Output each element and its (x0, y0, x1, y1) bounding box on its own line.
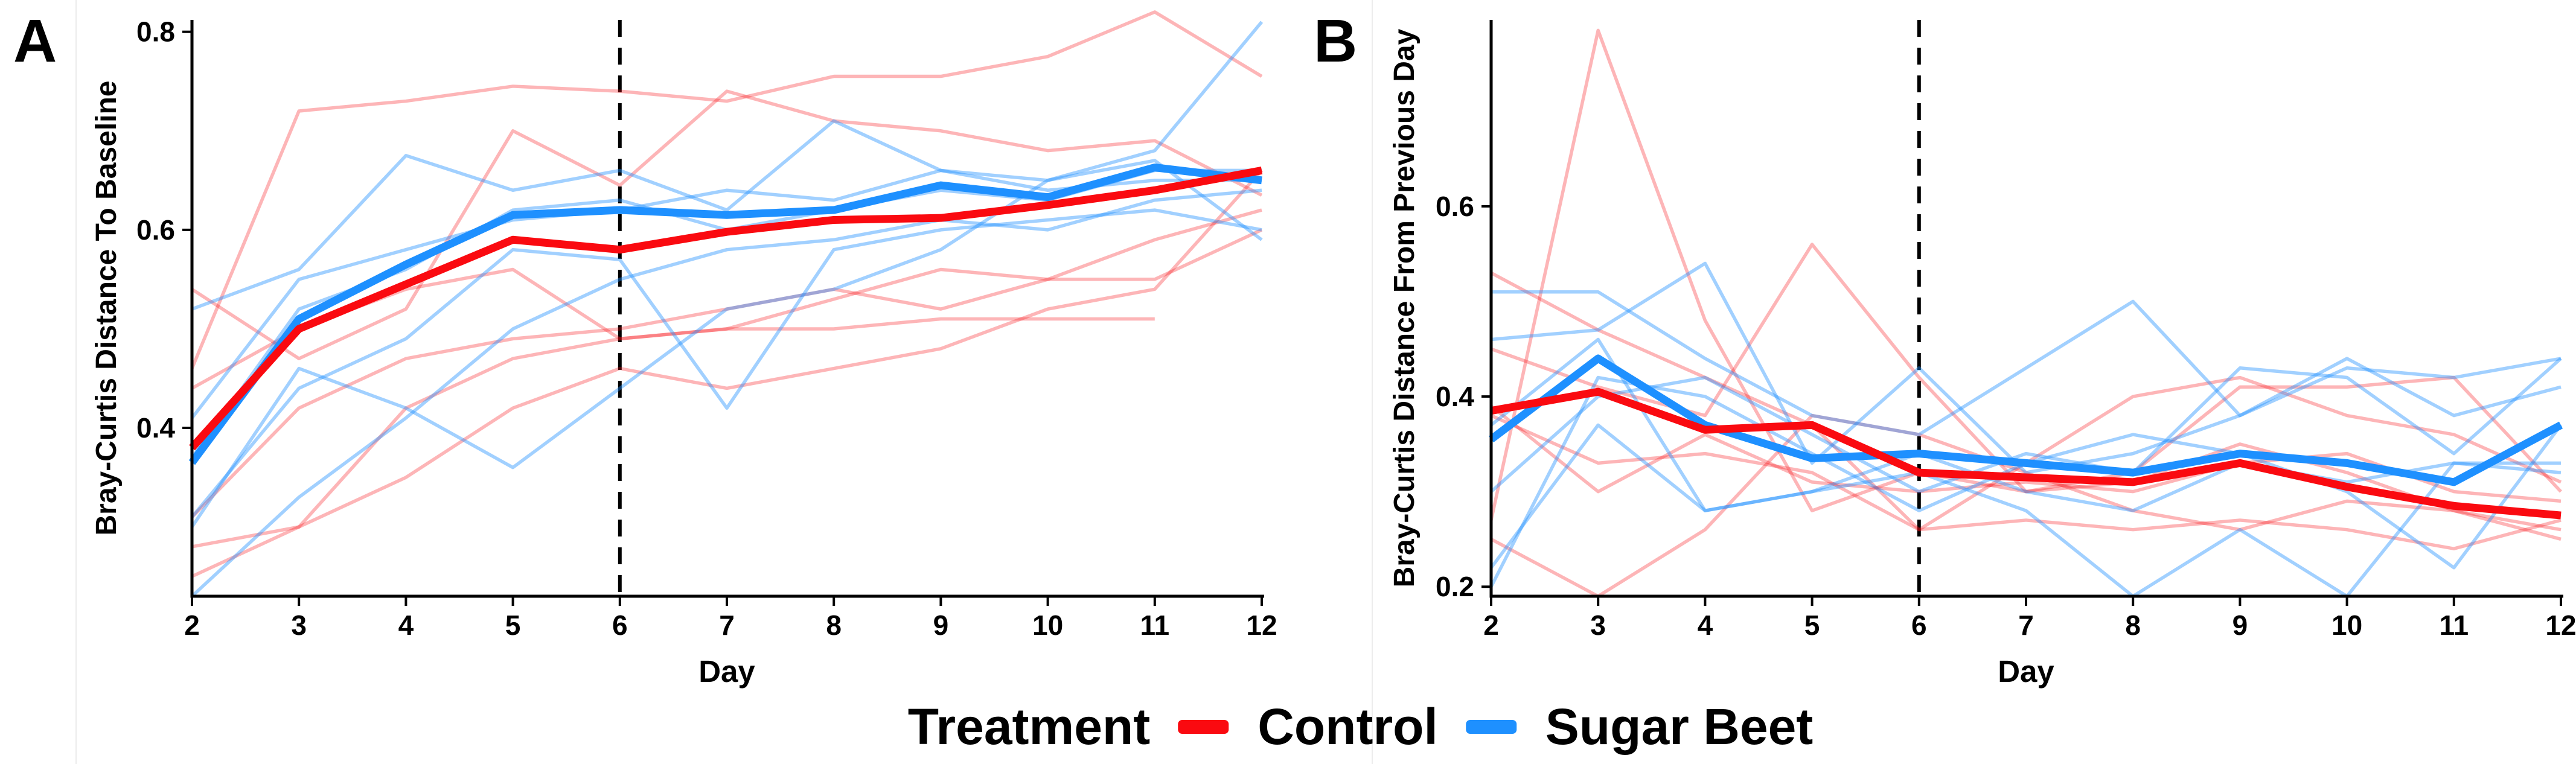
y-tick-label: 0.4 (136, 412, 175, 444)
mean-line-sugar-beet (188, 163, 1262, 465)
individual-line-control (191, 228, 1263, 518)
x-tick-label: 2 (1483, 610, 1499, 641)
panel-b-label: B (1314, 7, 1358, 75)
mean-line-control (189, 167, 1263, 451)
individual-line-sugar-beet (190, 21, 1264, 528)
legend-label-sugar-beet: Sugar Beet (1545, 698, 1814, 755)
x-tick-label: 7 (2018, 610, 2034, 641)
individual-line-sugar-beet (191, 188, 1262, 598)
individual-line-sugar-beet (191, 119, 1263, 311)
x-tick-label: 5 (505, 610, 521, 641)
individual-line-sugar-beet (1491, 261, 2562, 474)
legend-label-control: Control (1258, 698, 1438, 755)
x-axis-title: Day (1998, 654, 2054, 689)
y-axis-title: Bray-Curtis Distance To Baseline (91, 80, 123, 535)
x-tick-label: 8 (2125, 610, 2141, 641)
individual-line-control (1490, 413, 2562, 598)
x-tick-label: 9 (933, 610, 949, 641)
x-tick-label: 3 (291, 610, 307, 641)
x-tick-label: 6 (612, 610, 628, 641)
y-axis-title: Bray-Curtis Distance From Previous Day (1389, 28, 1421, 587)
individual-line-sugar-beet (1489, 423, 2562, 598)
individual-line-sugar-beet (190, 208, 1262, 518)
x-axis-title: Day (698, 654, 755, 689)
x-tick-label: 5 (1804, 610, 1820, 641)
panel-seam-right (1372, 0, 1373, 764)
individual-line-sugar-beet (1490, 357, 2562, 494)
panel-b-plot: 0.2 0.4 0.6 2 3 4 5 6 7 8 9 10 11 12 Day Bray-Curtis Di… (1389, 20, 2576, 689)
individual-line-control (190, 10, 1263, 369)
panel-seam-left (75, 0, 77, 764)
x-tick-label: 4 (1698, 610, 1713, 641)
x-tick-label: 4 (398, 610, 414, 641)
individual-line-control (191, 317, 1155, 549)
mean-line-sugar-beet (1489, 354, 2563, 486)
legend-title: Treatment (907, 698, 1151, 755)
panel-a-plot: 0.4 0.6 0.8 2 3 4 5 6 7 8 9 10 11 12 Day Bray-Curtis Di… (91, 10, 1277, 689)
x-tick-label: 10 (2332, 610, 2362, 641)
x-tick-label: 12 (1246, 610, 1277, 641)
control-color-swatch (1178, 720, 1229, 734)
x-tick-label: 2 (184, 610, 200, 641)
individual-line-sugar-beet (1491, 290, 2562, 436)
mean-line-control (1490, 387, 2562, 520)
sugar-beet-color-swatch (1465, 720, 1517, 734)
individual-line-control (191, 169, 1264, 578)
individual-line-control (1490, 414, 2562, 550)
individual-line-control (191, 89, 1263, 360)
x-tick-label: 11 (2439, 610, 2469, 641)
y-tick-label: 0.8 (136, 16, 175, 48)
x-tick-label: 12 (2545, 610, 2576, 641)
treatment-legend: Treatment Control Sugar Beet (908, 698, 1814, 756)
legend-item-control: Control (1178, 698, 1438, 756)
legend-item-sugar-beet: Sugar Beet (1465, 698, 1814, 756)
x-tick-label: 10 (1032, 610, 1063, 641)
x-tick-label: 7 (719, 610, 735, 641)
y-tick-label: 0.6 (136, 214, 175, 246)
y-tick-label: 0.4 (1436, 381, 1474, 412)
individual-line-control (1489, 28, 2562, 532)
individual-line-sugar-beet (1490, 337, 2561, 512)
x-tick-label: 9 (2232, 610, 2248, 641)
x-tick-label: 8 (826, 610, 842, 641)
y-tick-label: 0.2 (1436, 571, 1474, 602)
x-tick-label: 3 (1590, 610, 1606, 641)
x-tick-label: 11 (1140, 610, 1169, 641)
x-tick-label: 6 (1911, 610, 1927, 641)
y-tick-label: 0.6 (1436, 191, 1474, 222)
panel-a-label: A (13, 7, 57, 75)
